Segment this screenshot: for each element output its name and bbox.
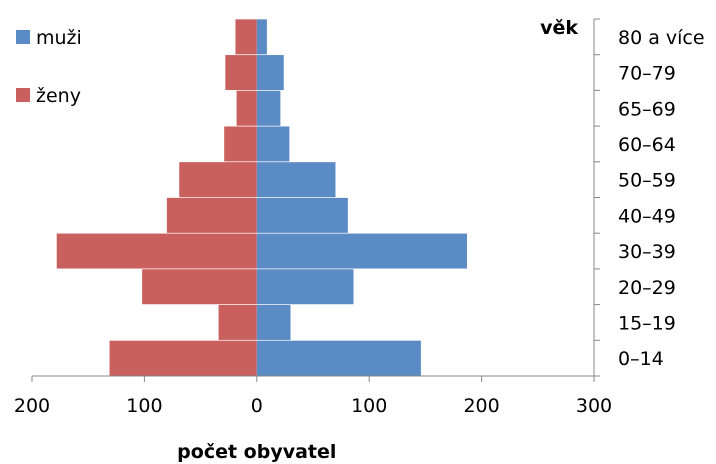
y-axis-title: věk: [540, 17, 578, 39]
legend-label-1: ženy: [36, 85, 81, 107]
bar-zeny-4: [166, 197, 257, 233]
y-tick-label-9: 80 a více: [618, 27, 705, 49]
legend-swatch-0: [16, 30, 30, 44]
bar-zeny-8: [225, 55, 257, 91]
bar-zeny-7: [236, 90, 257, 126]
y-tick-label-4: 40–49: [618, 205, 676, 227]
y-tick-label-1: 15–19: [618, 312, 676, 334]
bar-muzi-4: [256, 197, 348, 233]
x-tick-label-5: 300: [576, 395, 612, 417]
y-tick-label-6: 60–64: [618, 134, 676, 156]
bar-muzi-7: [256, 90, 281, 126]
y-tick-label-2: 20–29: [618, 277, 676, 299]
bar-zeny-0: [109, 340, 257, 376]
bars-group: [56, 19, 467, 376]
bar-muzi-0: [256, 340, 421, 376]
y-tick-label-8: 70–79: [618, 63, 676, 85]
bar-zeny-9: [235, 19, 257, 55]
x-tick-label-2: 0: [251, 395, 263, 417]
bar-zeny-2: [142, 269, 257, 305]
bar-muzi-6: [256, 126, 290, 162]
x-tick-label-3: 100: [351, 395, 387, 417]
x-tick-label-1: 100: [126, 395, 162, 417]
bar-zeny-5: [179, 162, 257, 198]
bar-muzi-3: [256, 233, 467, 269]
y-ticks-group: 0–14 15–19 20–29 30–39 40–49 50–59 60–64 65–69 7…: [594, 18, 705, 377]
axes-group: [32, 19, 595, 377]
legend-label-0: muži: [36, 27, 82, 49]
x-ticks-group: 200 100 0 100 200 300: [14, 376, 612, 417]
legend: muži ženy: [16, 27, 82, 107]
x-axis-title: počet obyvatel: [177, 441, 336, 463]
bar-muzi-8: [256, 55, 284, 91]
bar-zeny-6: [224, 126, 257, 162]
bar-muzi-9: [256, 19, 267, 55]
y-tick-label-7: 65–69: [618, 98, 676, 120]
bar-zeny-3: [56, 233, 257, 269]
legend-swatch-1: [16, 88, 30, 102]
y-tick-label-0: 0–14: [618, 348, 664, 370]
bar-muzi-5: [256, 162, 336, 198]
y-tick-label-3: 30–39: [618, 241, 676, 263]
x-tick-label-0: 200: [14, 395, 50, 417]
bar-zeny-1: [218, 304, 257, 340]
y-tick-label-5: 50–59: [618, 170, 676, 192]
x-tick-label-4: 200: [463, 395, 499, 417]
bar-muzi-1: [256, 304, 291, 340]
bar-muzi-2: [256, 269, 354, 305]
